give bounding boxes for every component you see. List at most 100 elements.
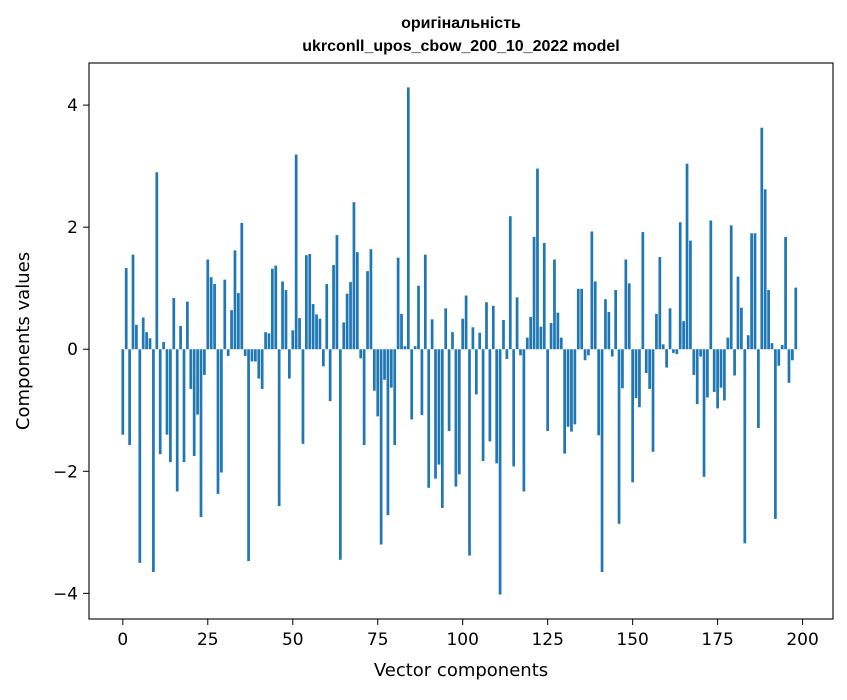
bar-145 [614, 290, 618, 350]
bar-15 [172, 297, 176, 350]
bar-117 [519, 349, 522, 356]
chart-title-line2: ukrconll_upos_cbow_200_10_2022 model [302, 38, 619, 55]
bar-116 [515, 297, 519, 350]
bar-162 [672, 349, 675, 353]
bar-11 [158, 349, 162, 455]
bar-97 [451, 332, 454, 350]
plot-area-frame [88, 62, 834, 620]
bar-154 [644, 349, 648, 374]
x-tick-label: 125 [531, 630, 563, 650]
bar-127 [553, 259, 556, 350]
bar-64 [338, 349, 342, 560]
bar-171 [702, 349, 706, 477]
bar-35 [240, 222, 244, 350]
bar-54 [304, 255, 308, 350]
bar-82 [400, 313, 403, 350]
bar-150 [631, 349, 634, 483]
bar-10 [155, 172, 159, 350]
bar-25 [206, 259, 210, 350]
bar-165 [682, 321, 685, 350]
bar-178 [726, 337, 730, 350]
bar-6 [141, 317, 145, 350]
bar-136 [583, 349, 587, 361]
bar-46 [277, 349, 281, 507]
x-tick-label: 0 [117, 630, 128, 650]
bar-182 [740, 307, 743, 350]
bar-90 [427, 349, 431, 488]
bar-190 [767, 290, 770, 350]
bar-87 [417, 285, 420, 350]
bar-176 [719, 349, 723, 388]
bar-76 [379, 349, 383, 545]
bar-113 [505, 349, 509, 360]
bar-160 [665, 349, 668, 368]
bar-51 [294, 154, 298, 350]
bar-31 [226, 349, 230, 356]
y-tick-label: 0 [67, 340, 78, 360]
bar-129 [559, 337, 563, 350]
bar-28 [216, 349, 220, 494]
bar-81 [396, 257, 400, 350]
bar-174 [712, 349, 716, 392]
bar-173 [709, 220, 713, 350]
bar-163 [675, 349, 679, 355]
bar-130 [563, 349, 567, 454]
bar-96 [447, 349, 451, 432]
bar-19 [186, 301, 189, 350]
bar-105 [478, 332, 482, 350]
bar-57 [315, 314, 318, 350]
bar-13 [165, 349, 169, 435]
bar-183 [743, 349, 747, 544]
bar-43 [267, 333, 271, 350]
bar-143 [607, 312, 611, 350]
bar-61 [328, 349, 332, 402]
bar-32 [230, 310, 233, 350]
bar-22 [196, 349, 199, 415]
bar-194 [780, 344, 784, 350]
bar-26 [209, 277, 213, 350]
x-tick-label: 200 [786, 630, 818, 650]
bar-181 [736, 276, 740, 350]
bar-180 [733, 349, 736, 376]
bar-40 [257, 349, 261, 379]
bar-0 [121, 349, 125, 435]
bar-9 [152, 349, 155, 573]
bar-107 [485, 302, 488, 350]
bar-75 [376, 349, 380, 417]
bar-132 [570, 349, 573, 432]
bar-60 [325, 283, 329, 350]
x-tick-label: 25 [197, 630, 219, 650]
bar-38 [250, 349, 254, 362]
bar-70 [359, 349, 363, 359]
bar-112 [502, 319, 505, 350]
bar-151 [634, 349, 638, 399]
bar-29 [220, 349, 223, 473]
bar-197 [791, 349, 794, 361]
bar-189 [763, 189, 767, 350]
bar-167 [689, 240, 692, 350]
bar-49 [288, 349, 291, 379]
bar-93 [437, 349, 441, 465]
bar-79 [389, 349, 393, 388]
y-tick-label: 2 [67, 218, 78, 238]
bar-177 [723, 349, 726, 401]
bar-146 [617, 349, 621, 524]
bar-122 [536, 168, 539, 350]
bar-12 [162, 341, 165, 350]
bar-115 [512, 349, 516, 467]
bar-2 [128, 349, 131, 446]
bar-77 [383, 349, 386, 380]
bar-86 [413, 346, 417, 350]
bar-133 [573, 349, 577, 425]
bar-149 [627, 283, 631, 350]
bar-4 [135, 324, 138, 350]
bar-24 [203, 349, 206, 375]
bar-138 [590, 231, 594, 350]
bar-157 [655, 313, 658, 350]
y-axis-ticks: −4 −2 0 2 4 [53, 96, 89, 604]
bar-111 [498, 349, 502, 595]
bar-30 [223, 279, 227, 350]
bar-37 [247, 349, 250, 562]
